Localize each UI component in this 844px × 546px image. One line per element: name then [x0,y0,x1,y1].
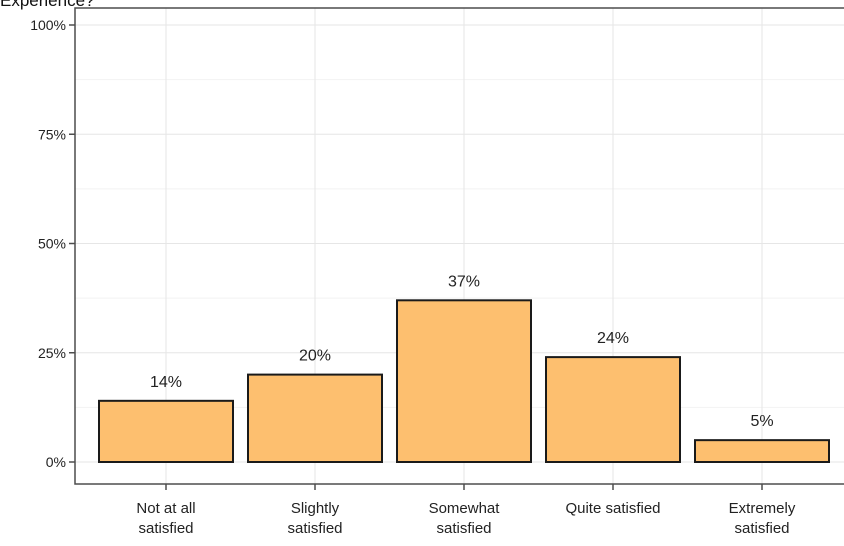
y-tick-label: 50% [38,236,66,252]
bar [396,299,532,463]
bar [247,373,383,464]
bar-value-label: 24% [597,330,629,347]
y-tick-label: 0% [46,454,66,470]
bar-value-label: 20% [299,348,331,365]
x-tick-label: Somewhat satisfied [429,500,501,537]
x-tick-label: Extremely satisfied [729,500,796,537]
bar-value-label: 37% [448,273,480,290]
panel-border [74,7,844,485]
y-axis: 0% 25% 50% 75% 100% [30,17,75,470]
bar [545,356,681,463]
bar-value-label: 5% [750,413,773,430]
x-tick-label: Slightly satisfied [287,500,342,537]
x-tick-label: Not at all satisfied [136,500,195,537]
bar [98,399,234,464]
y-tick-label: 25% [38,345,66,361]
value-labels: 14% 20% 37% 24% 5% [150,273,774,430]
bar-value-label: 14% [150,374,182,391]
x-axis: Not at all satisfied Slightly satisfied Some… [136,484,796,537]
bar [694,439,830,463]
bars [98,299,830,464]
y-tick-label: 100% [30,17,66,33]
chart-title: Experience? [0,0,95,10]
x-tick-label: Quite satisfied [565,500,660,517]
y-tick-label: 75% [38,126,66,142]
